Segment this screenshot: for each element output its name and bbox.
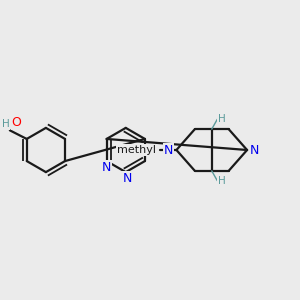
Text: H: H	[2, 119, 10, 129]
Text: N: N	[101, 161, 111, 174]
Text: H: H	[218, 176, 226, 186]
Text: O: O	[12, 116, 22, 129]
Text: N: N	[164, 143, 173, 157]
Text: N: N	[122, 172, 132, 185]
Text: methyl: methyl	[117, 145, 156, 155]
Text: H: H	[218, 114, 226, 124]
Text: N: N	[250, 143, 260, 157]
